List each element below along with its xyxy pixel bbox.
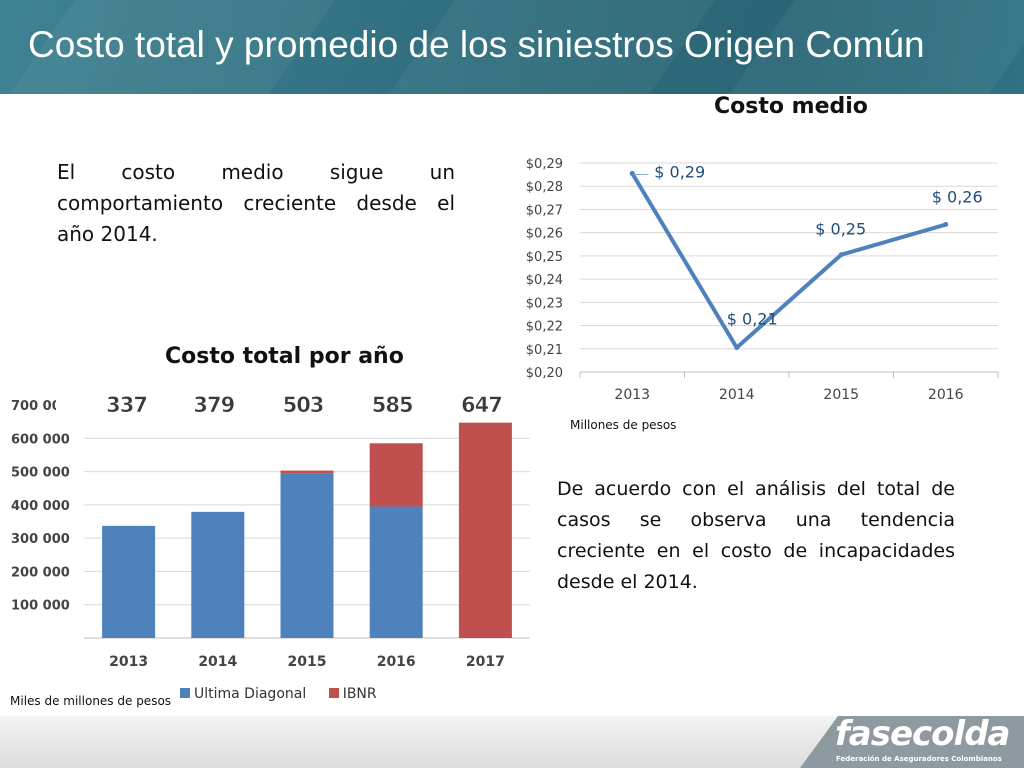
logo-band <box>800 716 1024 768</box>
line-chart-point <box>734 345 740 351</box>
line-chart-y-tick: $0,22 <box>526 320 563 335</box>
logo-subtitle: Federación de Aseguradores Colombianos <box>836 755 1002 763</box>
line-chart-x-tick: 2013 <box>614 387 650 403</box>
line-chart-y-tick: $0,28 <box>526 180 563 195</box>
bar-chart-total-label: 503 <box>283 393 324 417</box>
bar-chart-y-tick: 400 000 <box>11 499 70 514</box>
legend-swatch <box>180 688 190 698</box>
line-chart-point <box>629 170 635 176</box>
bar-ultima-diagonal <box>102 525 156 638</box>
bar-ibnr <box>458 422 512 638</box>
bar-chart-x-tick: 2016 <box>377 654 416 670</box>
bar-chart-title: Costo total por año <box>165 344 404 369</box>
legend-item-ultima-diagonal: Ultima Diagonal <box>180 686 306 702</box>
header-banner: Costo total y promedio de los siniestros… <box>0 0 1024 94</box>
bar-chart-total-label: 585 <box>372 393 413 417</box>
line-chart-data-label: $ 0,25 <box>815 220 866 239</box>
bar-chart-y-tick: 500 000 <box>11 466 70 481</box>
bar-chart-y-tick: 100 000 <box>11 599 70 614</box>
bar-chart-y-tick: 300 000 <box>11 532 70 547</box>
line-chart-y-tick: $0,26 <box>526 227 563 242</box>
bar-ibnr <box>280 470 334 474</box>
line-chart-unit-note: Millones de pesos <box>570 418 677 432</box>
line-chart-x-tick: 2016 <box>928 387 964 403</box>
bar-chart-y-tick: 600 000 <box>11 432 70 447</box>
line-chart-point <box>943 222 949 228</box>
bar-chart-total-label: 337 <box>106 393 147 417</box>
line-chart-y-tick: $0,29 <box>526 157 563 172</box>
legend-swatch <box>328 688 339 698</box>
bar-chart-x-tick: 2015 <box>288 654 327 670</box>
legend-item-ibnr: IBNR <box>328 686 377 702</box>
legend-label: IBNR <box>342 686 377 702</box>
bar-chart-y-tick: 700 000 <box>11 399 70 414</box>
line-chart-data-label: $ 0,26 <box>932 188 983 207</box>
legend-label: Ultima Diagonal <box>194 686 307 702</box>
bar-chart-x-tick: 2017 <box>466 654 505 670</box>
bar-chart-x-tick: 2014 <box>198 654 237 670</box>
line-chart-x-tick: 2014 <box>719 387 755 403</box>
line-chart-point <box>838 252 844 258</box>
left-paragraph: El costo medio sigue un comportamiento c… <box>57 160 455 246</box>
line-chart-y-tick: $0,27 <box>526 203 563 218</box>
line-chart-y-tick: $0,23 <box>526 296 563 311</box>
bar-chart-unit-note: Miles de millones de pesos <box>10 694 172 708</box>
line-chart-data-label: $ 0,21 <box>727 310 778 329</box>
bar-chart-totals-band <box>56 390 530 418</box>
page-title: Costo total y promedio de los siniestros… <box>28 24 925 65</box>
line-chart-y-tick: $0,24 <box>526 273 563 288</box>
line-chart-y-tick: $0,21 <box>526 343 563 358</box>
line-chart-y-tick: $0,20 <box>526 366 563 381</box>
bar-chart-total-label: 379 <box>193 393 234 417</box>
line-chart-x-tick: 2015 <box>823 387 859 403</box>
line-chart-y-tick: $0,25 <box>526 250 563 265</box>
bar-chart-y-tick: 200 000 <box>11 565 70 580</box>
line-chart-data-label: $ 0,29 <box>654 162 705 181</box>
bar-chart-x-tick: 2013 <box>109 654 148 670</box>
line-chart-series-line <box>630 171 948 350</box>
bar-chart-legend: Ultima Diagonal IBNR <box>180 686 395 702</box>
bar-ultima-diagonal <box>369 506 423 638</box>
bar-ultima-diagonal <box>280 473 334 638</box>
line-chart-title: Costo medio <box>714 94 868 119</box>
fasecolda-logo: fasecolda <box>835 714 1010 754</box>
bar-ultima-diagonal <box>191 511 245 638</box>
right-paragraph: De acuerdo con el análisis del total de … <box>557 478 955 593</box>
bar-ibnr <box>369 443 423 507</box>
bar-chart-total-label: 647 <box>461 393 502 417</box>
